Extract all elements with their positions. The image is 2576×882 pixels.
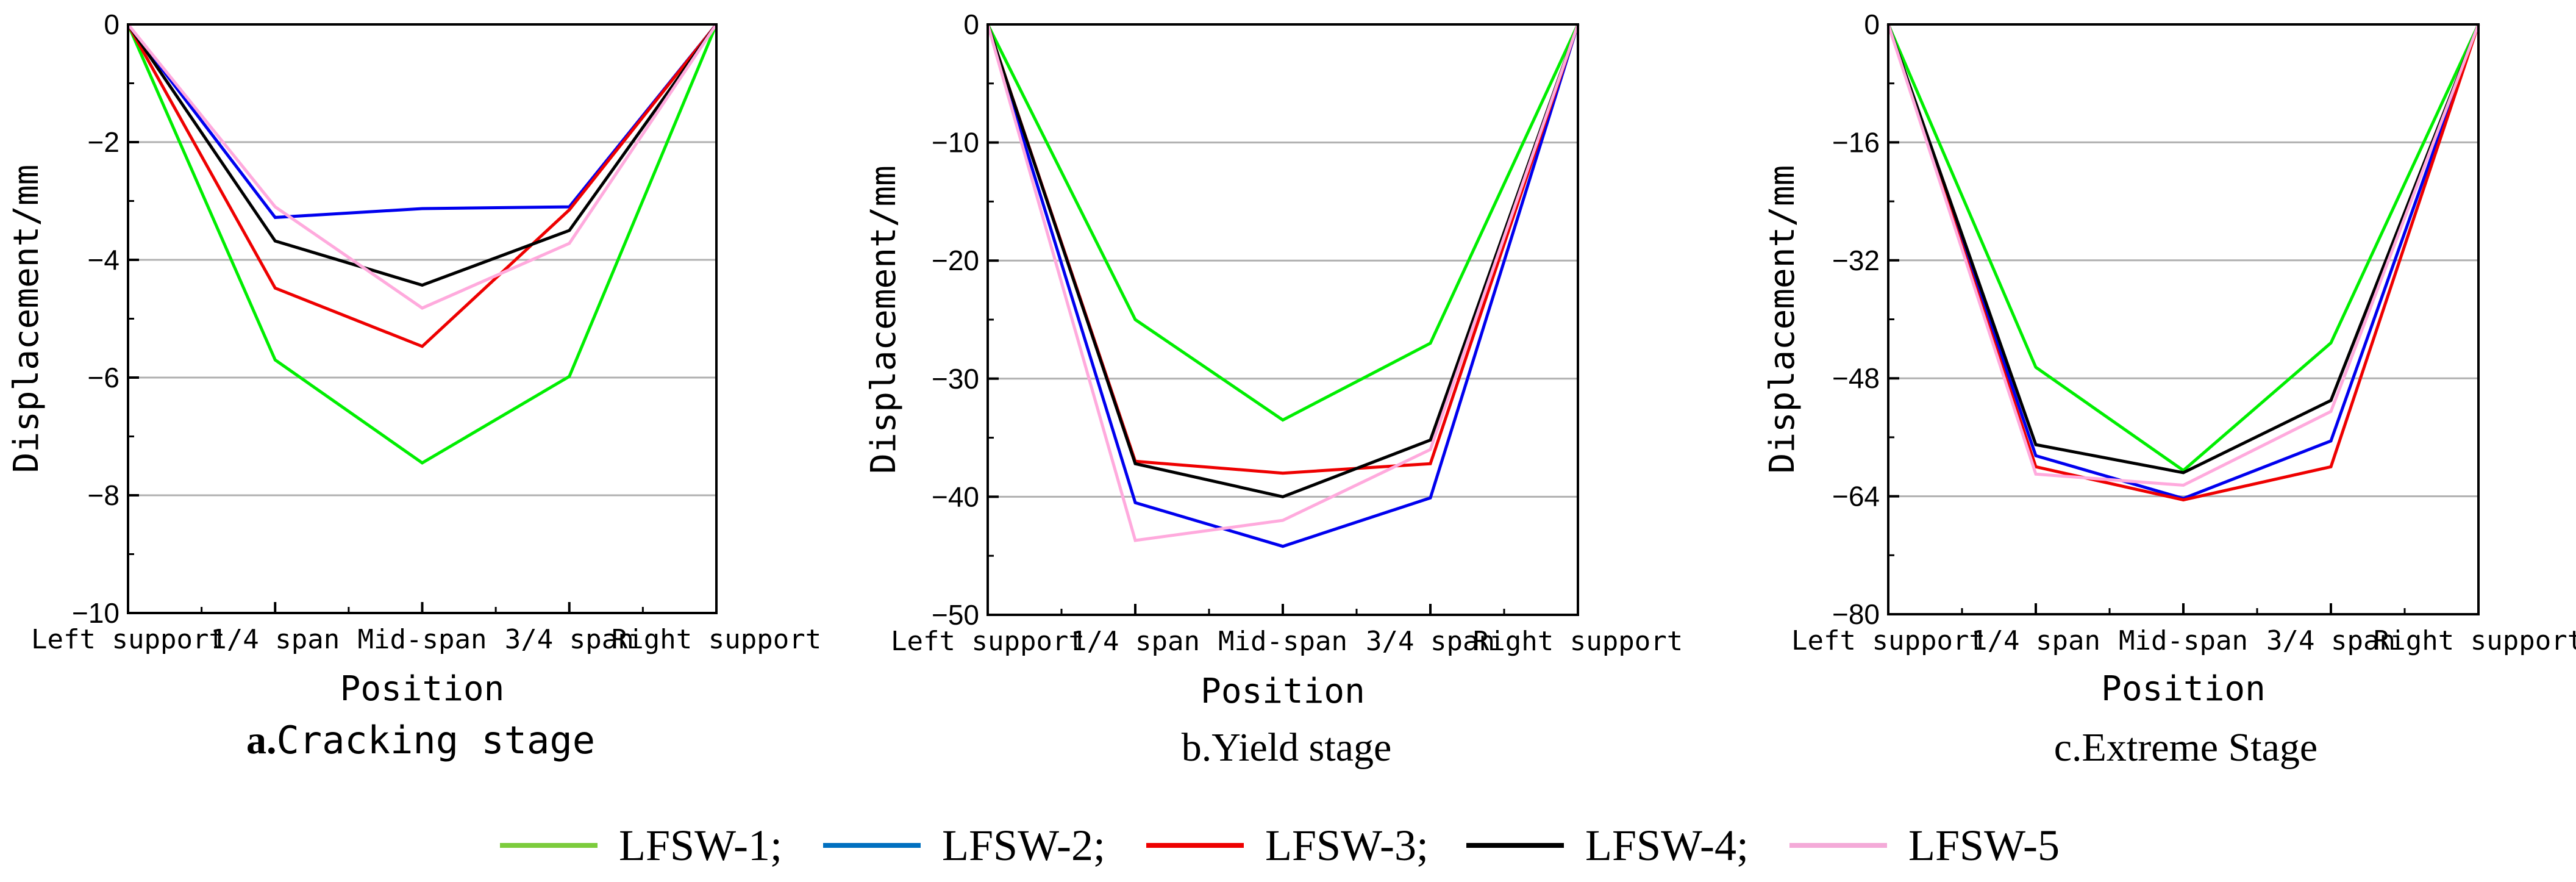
series-line-lfsw-2 [986,24,1580,548]
y-tick-label: −16 [1832,126,1880,158]
panel-title-text: Cracking stage [276,718,595,762]
x-tick-label: 3/4 span [2266,625,2396,656]
panel-title: a.Cracking stage [246,718,595,762]
series-line-lfsw-4 [1886,24,2480,475]
series-line-lfsw-2 [1886,24,2480,500]
x-tick-label: Right support [1473,626,1683,657]
x-tick-label: Mid-span [2119,625,2248,656]
legend: LFSW-1; LFSW-2; LFSW-3; LFSW-4; LFSW-5 [500,821,2060,870]
series-line-lfsw-1 [1886,23,2480,473]
y-tick-label: 0 [104,9,120,40]
series-line-lfsw-3 [1886,24,2480,502]
legend-item-lfsw-3: LFSW-3; [1146,821,1429,870]
x-tick-label: Right support [2374,625,2576,656]
x-tick-label: Left support [1791,625,1985,656]
legend-label: LFSW-5 [1908,821,2060,870]
y-tick-label: −32 [1832,245,1880,276]
y-tick-label: −80 [1832,598,1880,630]
series-line-lfsw-3 [126,23,718,348]
y-tick-label: −40 [932,481,979,512]
y-tick-label: −20 [932,245,979,276]
panel-title-text: b.Yield stage [1182,725,1392,770]
series-line-lfsw-5 [986,24,1580,542]
series-line-lfsw-1 [986,23,1580,422]
x-tick-label: Left support [31,624,225,655]
series-line-lfsw-5 [1886,24,2480,487]
x-tick-label: Mid-span [358,624,487,655]
legend-item-lfsw-2: LFSW-2; [823,821,1105,870]
y-tick-label: −64 [1832,481,1880,512]
y-tick-label: −8 [88,479,120,511]
legend-label: LFSW-1; [619,821,782,870]
legend-item-lfsw-4: LFSW-4; [1466,821,1749,870]
y-axis-title: Displacement/mm [1763,165,1802,474]
series-line-lfsw-5 [127,23,718,310]
x-tick-label: 1/4 span [1071,626,1200,657]
x-tick-label: 1/4 span [210,624,340,655]
panel-title: c.Extreme Stage [2054,725,2317,770]
panel-title: b.Yield stage [1182,725,1392,770]
panel-title-text: c.Extreme Stage [2054,725,2317,770]
y-tick-label: −48 [1832,362,1880,394]
x-tick-label: Mid-span [1218,626,1347,657]
y-axis-title: Displacement/mm [864,165,904,474]
series-line-lfsw-1 [126,23,718,465]
y-tick-label: −10 [932,127,979,159]
series-line-lfsw-2 [127,23,718,220]
y-tick-label: −4 [88,244,120,276]
y-tick-label: 0 [963,9,979,40]
plot-frame [987,23,1579,616]
x-tick-label: Left support [891,626,1085,657]
series-line-lfsw-4 [126,23,718,287]
x-tick-label: 3/4 span [505,624,634,655]
legend-item-lfsw-5: LFSW-5 [1789,821,2060,870]
x-axis-title: Position [340,669,505,709]
plot-frame [127,23,718,614]
y-tick-label: −6 [88,362,120,393]
x-axis-title: Position [2101,669,2266,709]
legend-label: LFSW-2; [942,821,1105,870]
x-tick-label: Right support [612,624,821,655]
x-tick-label: 3/4 span [1366,626,1495,657]
panel-title-prefix: a. [246,718,277,762]
x-axis-title: Position [1201,672,1365,711]
y-tick-label: −50 [932,599,979,631]
legend-label: LFSW-4; [1585,821,1749,870]
legend-item-lfsw-1: LFSW-1; [500,821,782,870]
x-tick-label: 1/4 span [1971,625,2100,656]
y-tick-label: −30 [932,363,979,395]
legend-label: LFSW-3; [1265,821,1429,870]
y-tick-label: −10 [72,597,120,629]
y-tick-label: −2 [88,126,120,158]
plot-frame [1887,23,2480,615]
series-line-lfsw-4 [986,24,1580,499]
series-line-lfsw-3 [986,24,1580,475]
y-tick-label: 0 [1864,9,1880,40]
y-axis-title: Displacement/mm [7,165,46,473]
